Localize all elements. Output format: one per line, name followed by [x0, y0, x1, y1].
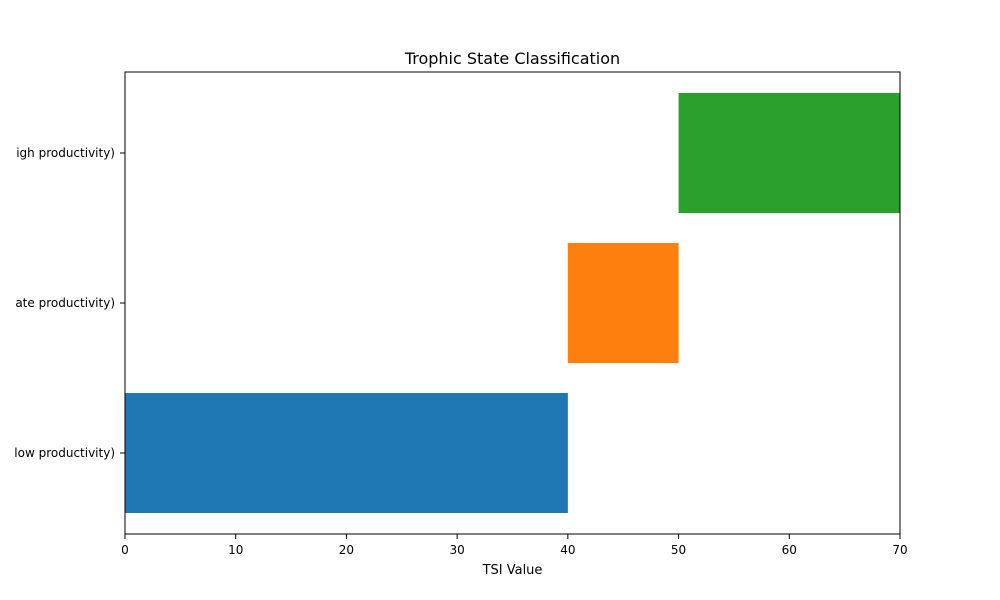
chart-title: Trophic State Classification	[404, 49, 620, 68]
x-tick-label: 10	[228, 543, 243, 557]
x-axis-label: TSI Value	[482, 563, 543, 578]
x-tick-label: 60	[782, 543, 797, 557]
x-tick-label: 40	[560, 543, 575, 557]
x-tick-label: 50	[671, 543, 686, 557]
y-tick-label: ate productivity)	[15, 296, 115, 310]
y-tick-label: igh productivity)	[16, 146, 115, 160]
bar-0	[125, 393, 568, 513]
x-tick-label: 30	[450, 543, 465, 557]
bar-1	[567, 243, 679, 363]
x-axis: 0 10 20 30 40 50 60 70	[121, 534, 908, 557]
x-tick-label: 70	[892, 543, 907, 557]
x-tick-label: 20	[339, 543, 354, 557]
y-tick-label: low productivity)	[14, 446, 115, 460]
bars-layer	[125, 93, 900, 513]
x-tick-label: 0	[121, 543, 129, 557]
bar-2	[678, 93, 900, 213]
y-axis: low productivity) ate productivity) igh pr…	[14, 146, 125, 460]
